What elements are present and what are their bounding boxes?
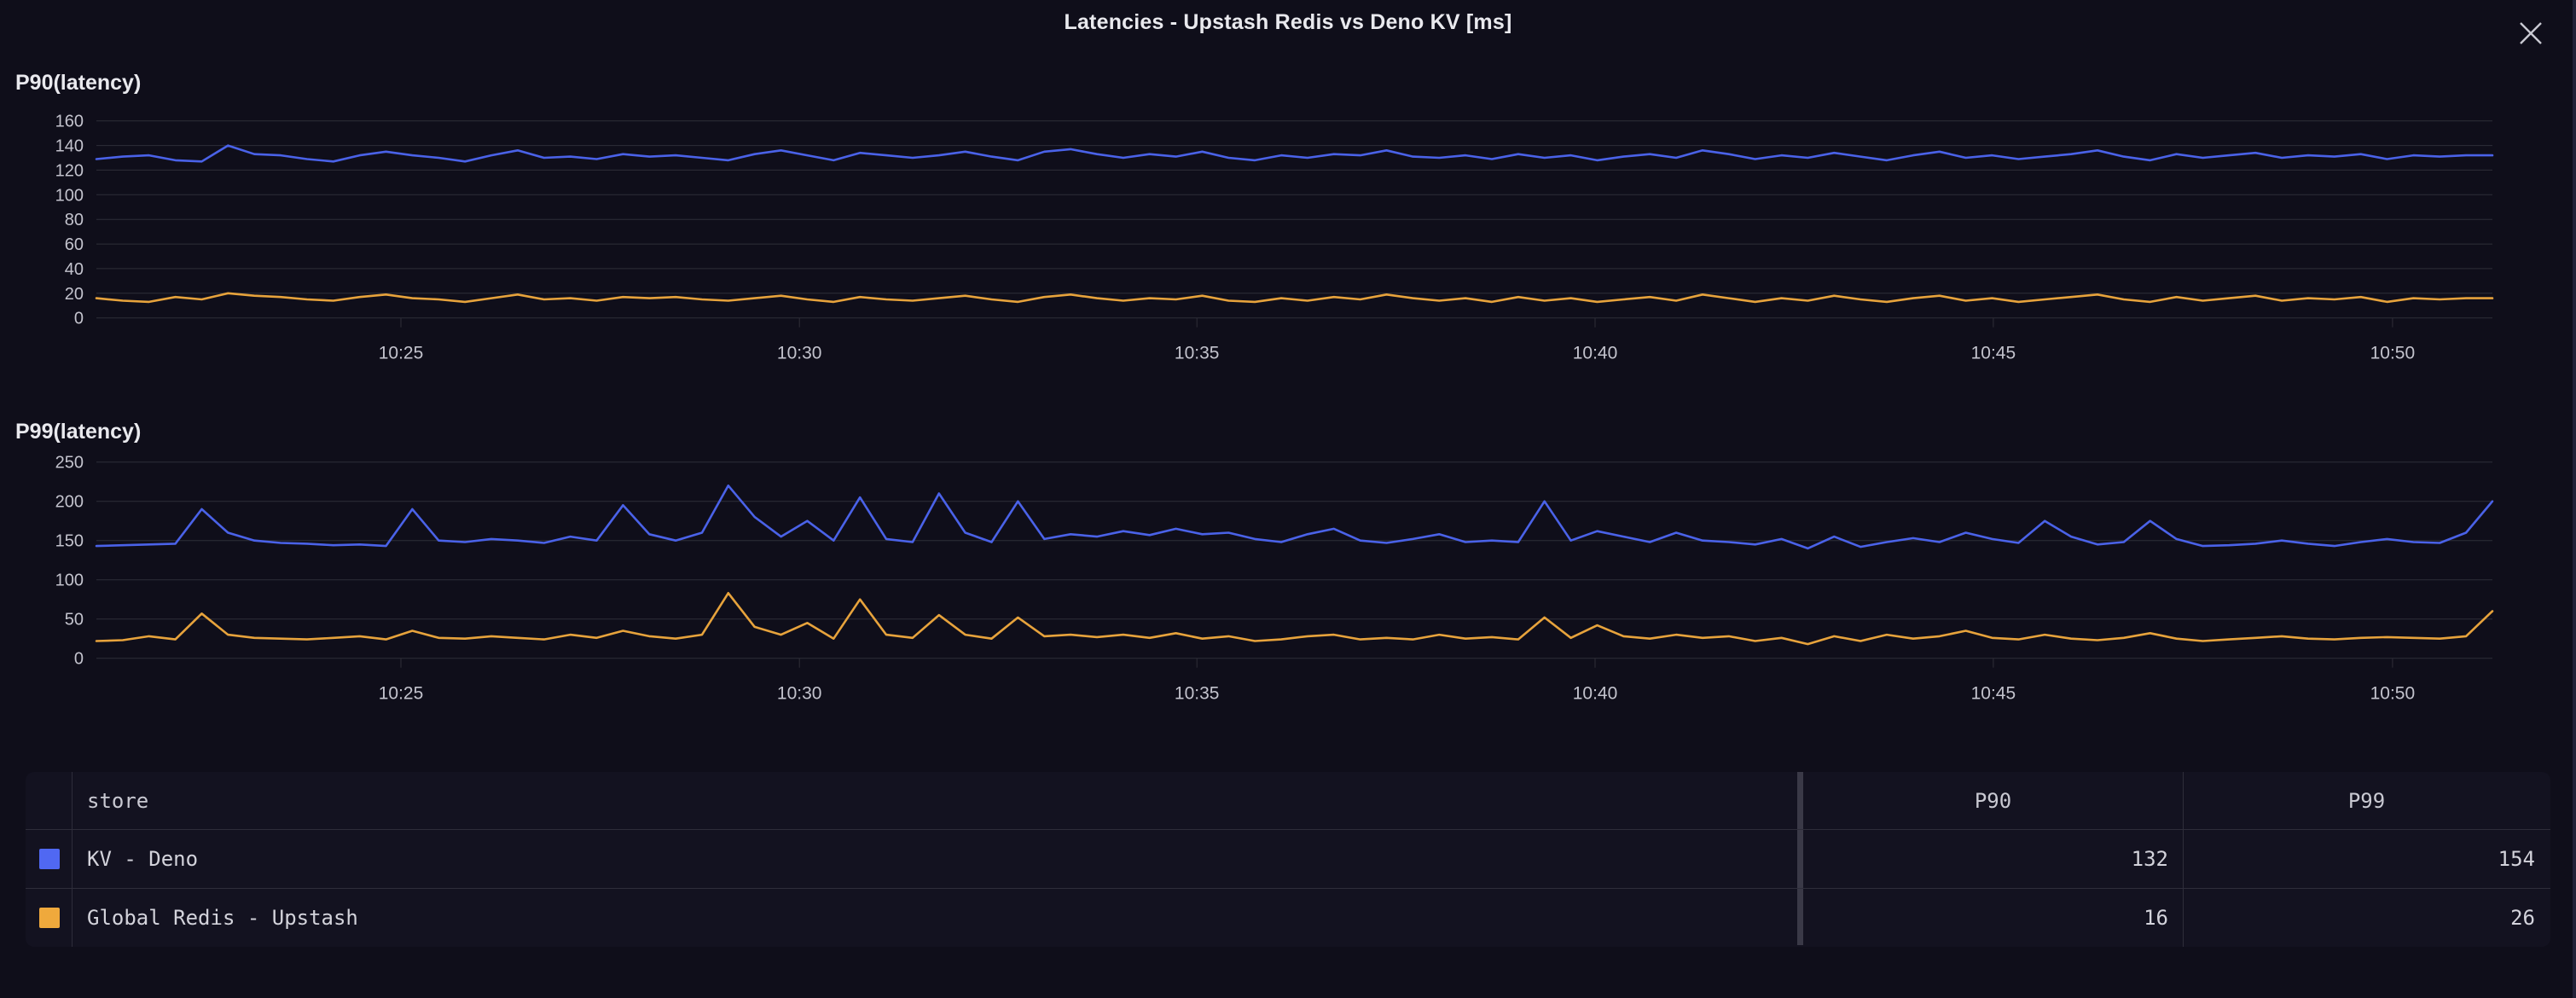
svg-text:10:40: 10:40 — [1573, 344, 1618, 363]
svg-text:10:35: 10:35 — [1175, 344, 1220, 363]
svg-text:20: 20 — [65, 285, 84, 304]
svg-text:200: 200 — [55, 493, 84, 512]
svg-text:150: 150 — [55, 532, 84, 551]
p99-value: 154 — [2498, 847, 2535, 871]
p99-chart-title: P99(latency) — [15, 420, 142, 444]
svg-text:10:25: 10:25 — [379, 344, 424, 363]
svg-text:10:30: 10:30 — [777, 344, 822, 363]
table-row[interactable]: KV - Deno 132 154 — [26, 830, 2550, 888]
table-thick-divider — [1797, 772, 1803, 945]
page-title: Latencies - Upstash Redis vs Deno KV [ms… — [1064, 10, 1512, 34]
legend-table: store P90 P99 KV - Deno 132 154 Global R… — [26, 772, 2550, 947]
series-color-swatch-orange — [39, 908, 60, 928]
close-button[interactable] — [2515, 17, 2547, 49]
svg-text:40: 40 — [65, 260, 84, 279]
table-row-border — [26, 888, 2550, 889]
table-row-border — [26, 829, 2550, 830]
p90-value: 16 — [2144, 906, 2168, 930]
svg-text:10:30: 10:30 — [777, 684, 822, 704]
series-color-swatch-blue — [39, 849, 60, 869]
svg-text:0: 0 — [74, 310, 84, 328]
svg-text:10:50: 10:50 — [2370, 344, 2416, 363]
p90-chart: 160 140 120 100 80 60 40 20 0 10:25 10:30 10:35 10:4… — [55, 113, 2494, 363]
svg-text:10:35: 10:35 — [1175, 684, 1220, 704]
p99-value: 26 — [2510, 906, 2535, 930]
svg-text:60: 60 — [65, 235, 84, 254]
p90-value: 132 — [2131, 847, 2168, 871]
close-icon — [2520, 22, 2542, 44]
p90-chart-title: P90(latency) — [15, 71, 142, 95]
svg-text:140: 140 — [55, 137, 84, 156]
svg-text:100: 100 — [55, 572, 84, 590]
table-divider — [72, 772, 73, 947]
table-row[interactable]: Global Redis - Upstash 16 26 — [26, 889, 2550, 947]
svg-text:250: 250 — [55, 454, 84, 473]
svg-text:10:50: 10:50 — [2370, 684, 2416, 704]
svg-text:50: 50 — [65, 611, 84, 630]
table-header-row: store P90 P99 — [26, 772, 2550, 829]
table-divider — [2183, 772, 2184, 947]
svg-text:160: 160 — [55, 113, 84, 131]
svg-text:120: 120 — [55, 161, 84, 180]
svg-text:10:40: 10:40 — [1573, 684, 1618, 704]
svg-text:10:45: 10:45 — [1971, 684, 2016, 704]
right-edge-scrollbar[interactable] — [2573, 0, 2576, 998]
svg-text:10:25: 10:25 — [379, 684, 424, 704]
column-header-p99: P99 — [2347, 788, 2386, 813]
svg-text:10:45: 10:45 — [1971, 344, 2016, 363]
column-header-p90: P90 — [1974, 788, 2012, 813]
p99-chart: 250 200 150 100 50 0 10:25 10:30 10:35 10:40 10:45… — [55, 454, 2494, 704]
store-name: Global Redis - Upstash — [87, 906, 358, 930]
svg-text:100: 100 — [55, 186, 84, 205]
column-header-store: store — [87, 788, 149, 813]
store-name: KV - Deno — [87, 847, 199, 871]
svg-text:0: 0 — [74, 650, 84, 669]
svg-text:80: 80 — [65, 211, 84, 229]
